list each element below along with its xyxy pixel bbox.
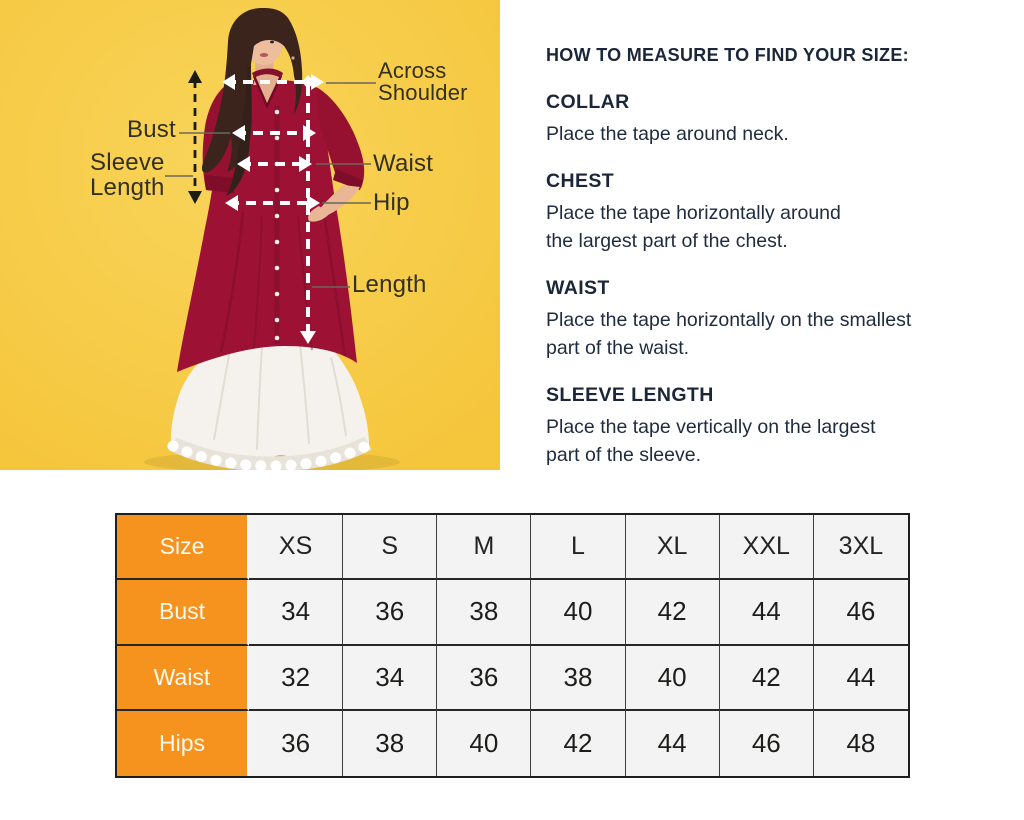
cell-bust-l: 40: [531, 580, 626, 646]
row-label-waist: Waist: [117, 645, 249, 711]
row-label-bust: Bust: [117, 580, 249, 646]
section-title-chest: CHEST: [546, 170, 615, 192]
cell-waist-m: 36: [437, 645, 532, 711]
howto-heading: HOW TO MEASURE TO FIND YOUR SIZE:: [546, 45, 909, 65]
section-title-collar: COLLAR: [546, 91, 630, 113]
arrowheads: [222, 74, 324, 344]
cell-hips-m: 40: [437, 710, 532, 776]
section-desc-sleeve-length: Place the tape vertically on the largest…: [546, 416, 876, 466]
sleeve-cuff: [333, 169, 363, 190]
label-waist: Waist: [373, 150, 434, 177]
cell-hips-xs: 36: [249, 710, 344, 776]
cell-hips-l: 42: [531, 710, 626, 776]
measure-section-waist: WAIST Place the tape horizontally on the…: [546, 276, 986, 362]
cell-hips-xxl: 46: [719, 710, 814, 776]
section-desc-waist: Place the tape horizontally on the small…: [546, 309, 912, 359]
label-bust: Bust: [127, 116, 176, 143]
section-desc-chest: Place the tape horizontally around the l…: [546, 202, 841, 252]
label-sleeve-line2: Length: [90, 174, 165, 201]
sleeve-length-arrow: [188, 70, 202, 204]
cell-bust-m: 38: [437, 580, 532, 646]
cell-waist-xl: 40: [625, 645, 720, 711]
cell-hips-3xl: 48: [813, 710, 908, 776]
cell-bust-s: 36: [343, 580, 438, 646]
cell-waist-3xl: 44: [813, 645, 908, 711]
label-across-line1: Across: [378, 58, 447, 83]
measure-section-chest: CHEST Place the tape horizontally around…: [546, 169, 986, 255]
measure-section-sleeve-length: SLEEVE LENGTH Place the tape vertically …: [546, 383, 986, 469]
label-across-line2: Shoulder: [378, 80, 468, 105]
section-desc-collar: Place the tape around neck.: [546, 123, 789, 145]
cell-bust-xxl: 44: [719, 580, 814, 646]
section-title-sleeve-length: SLEEVE LENGTH: [546, 384, 714, 406]
measurement-illustration: Across Shoulder Bust Sleeve Length Waist…: [0, 0, 500, 470]
label-sleeve-line1: Sleeve: [90, 149, 165, 176]
label-hip: Hip: [373, 189, 410, 216]
row-label-hips: Hips: [117, 710, 249, 776]
col-header-3xl: 3XL: [813, 515, 908, 581]
cell-waist-xxl: 42: [719, 645, 814, 711]
cell-hips-s: 38: [343, 710, 438, 776]
cell-waist-s: 34: [343, 645, 438, 711]
measure-section-collar: COLLAR Place the tape around neck.: [546, 90, 986, 148]
cell-bust-xl: 42: [625, 580, 720, 646]
cell-bust-3xl: 46: [813, 580, 908, 646]
white-skirt: [167, 330, 374, 470]
earring: [291, 56, 295, 60]
sleeve-cuff: [205, 175, 234, 193]
col-header-m: M: [437, 515, 532, 581]
col-header-xs: XS: [249, 515, 344, 581]
cell-waist-xs: 32: [249, 645, 344, 711]
col-header-xl: XL: [625, 515, 720, 581]
cell-waist-l: 38: [531, 645, 626, 711]
table-header-size: Size: [117, 515, 249, 581]
cell-bust-xs: 34: [249, 580, 344, 646]
section-title-waist: WAIST: [546, 277, 610, 299]
measure-annotations: [165, 70, 376, 344]
how-to-measure-panel: HOW TO MEASURE TO FIND YOUR SIZE: COLLAR…: [546, 44, 986, 490]
label-length: Length: [352, 271, 427, 298]
label-sleeve-length: Sleeve Length: [90, 150, 165, 200]
col-header-s: S: [343, 515, 438, 581]
col-header-xxl: XXL: [719, 515, 814, 581]
right-hand-on-hip: [308, 185, 360, 222]
model-figure-graphic: [0, 0, 500, 470]
col-header-l: L: [531, 515, 626, 581]
cell-hips-xl: 44: [625, 710, 720, 776]
size-chart-table: Size XS S M L XL XXL 3XL Bust 34 36 38 4…: [115, 513, 910, 778]
label-across-shoulder: Across Shoulder: [378, 60, 468, 104]
